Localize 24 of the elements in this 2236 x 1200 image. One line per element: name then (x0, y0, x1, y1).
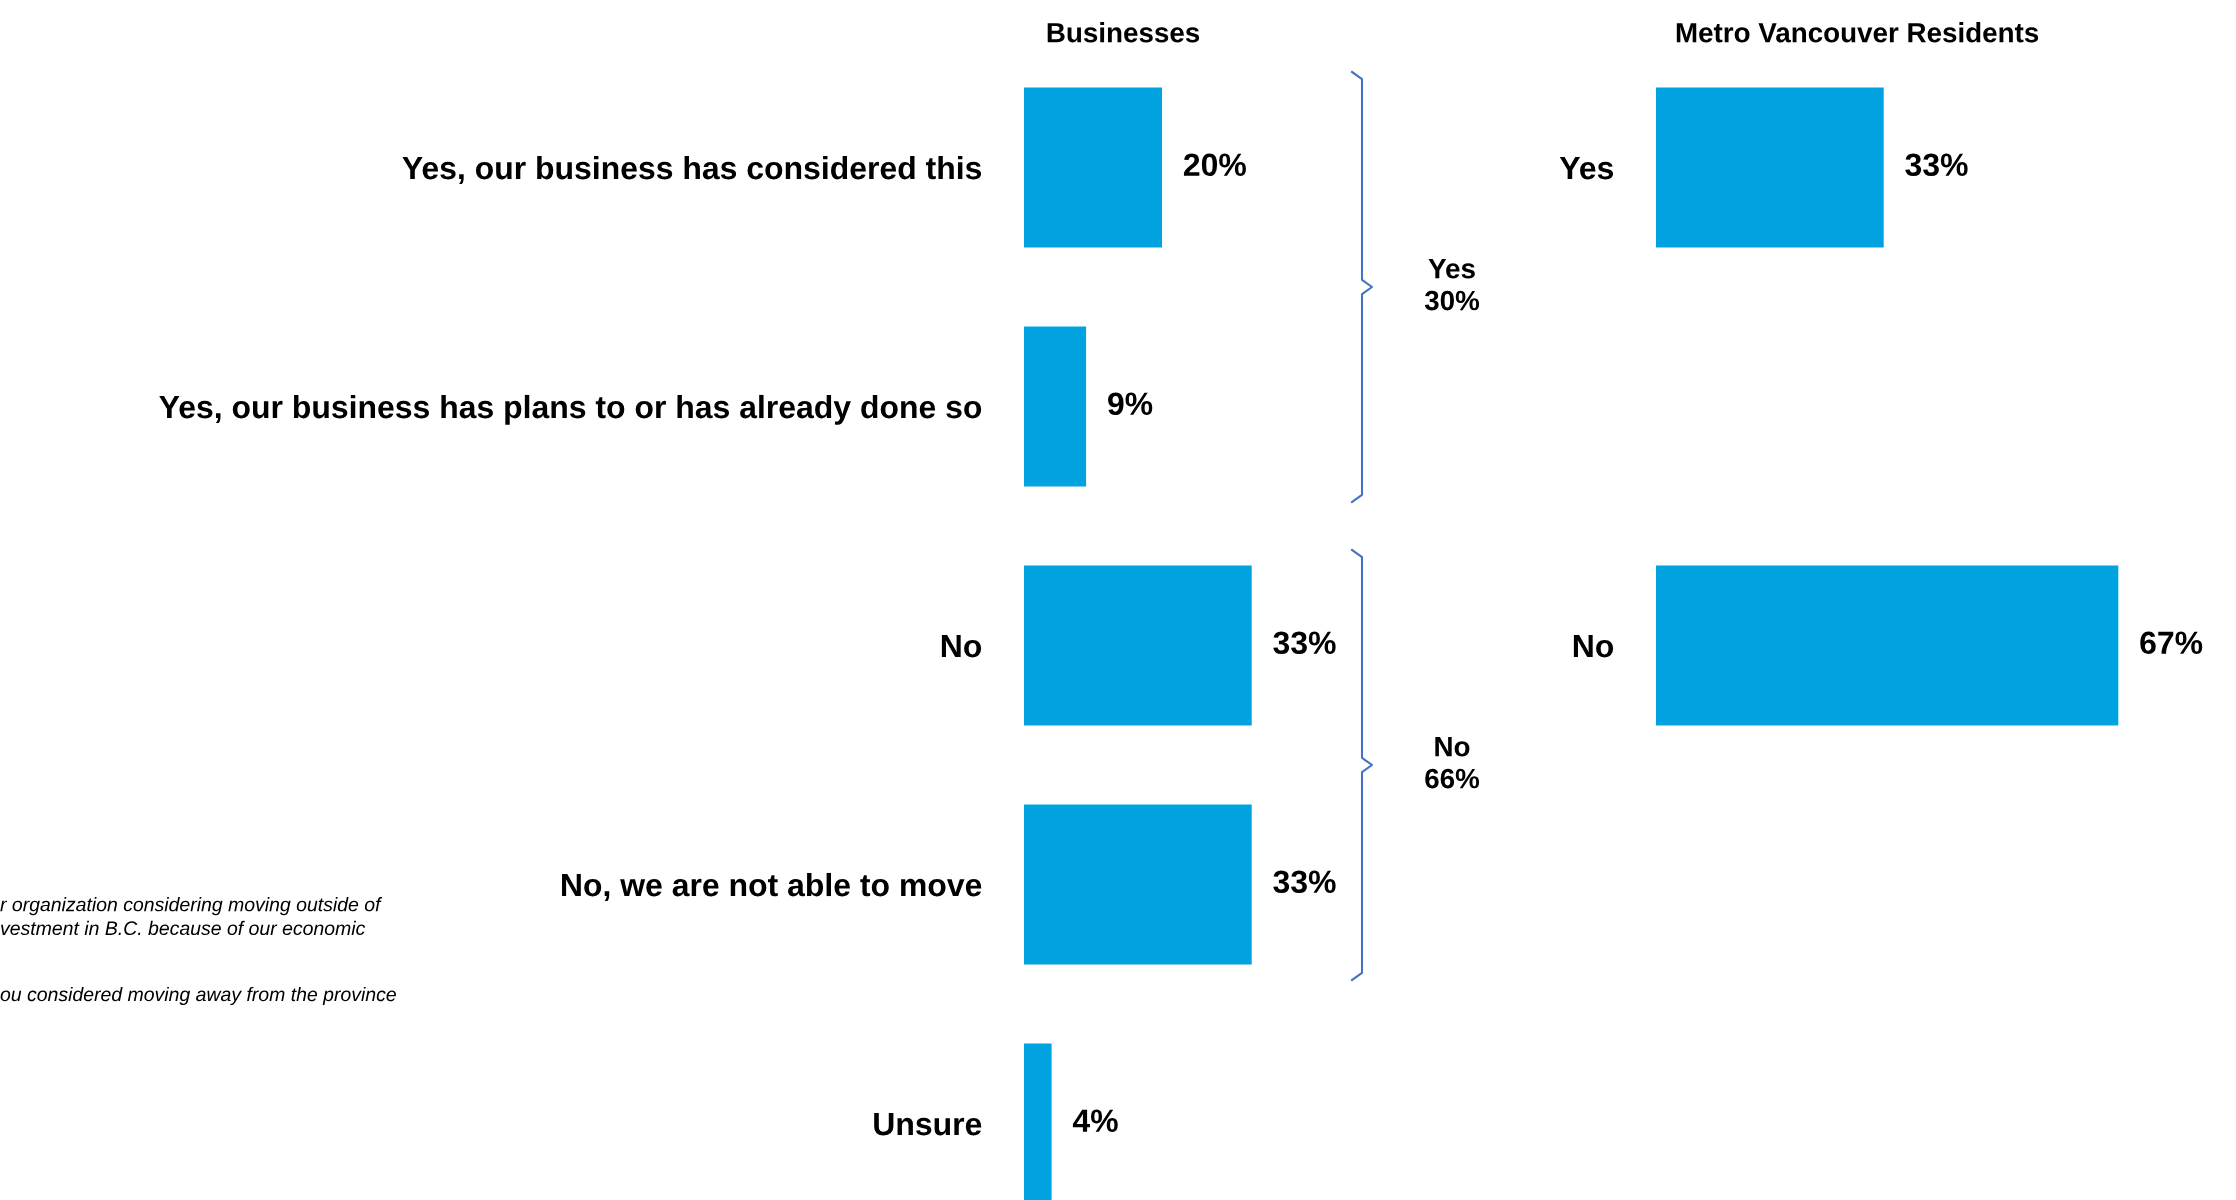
bar (1024, 804, 1252, 965)
data-label: 33% (1273, 631, 1336, 655)
y-tick-label: Unsure (874, 1113, 982, 1136)
y-tick-label: No (1573, 635, 1614, 658)
text: Yes 30% (1424, 259, 1480, 311)
y-tick-label: No (941, 635, 982, 658)
data-label: 33% (1905, 153, 1968, 177)
bar (1024, 87, 1162, 248)
text: Metro Vancouver Residents (1676, 22, 2039, 43)
y-tick-label: Yes (1559, 157, 1614, 180)
data-label: 33% (1273, 870, 1336, 894)
text: No 66% (1425, 737, 1480, 789)
data-label: 4% (1072, 1109, 1118, 1133)
data-label: 20% (1183, 153, 1246, 177)
bar (1024, 565, 1252, 726)
data-label: 67% (2140, 631, 2203, 655)
y-tick-label: Yes, our business has plans to or has already done so (159, 394, 982, 425)
text: r organization considering moving outside of vestment in B.C. because of our economic (0, 897, 383, 936)
data-label: 9% (1108, 392, 1153, 416)
y-tick-label: No, we are not able to move (562, 872, 982, 902)
bar (1024, 326, 1087, 487)
text: ou considered moving away from the province (0, 986, 396, 1006)
chart-title: Businesses (1047, 22, 1200, 43)
y-tick-label: Yes, our business has considered this (402, 155, 982, 185)
